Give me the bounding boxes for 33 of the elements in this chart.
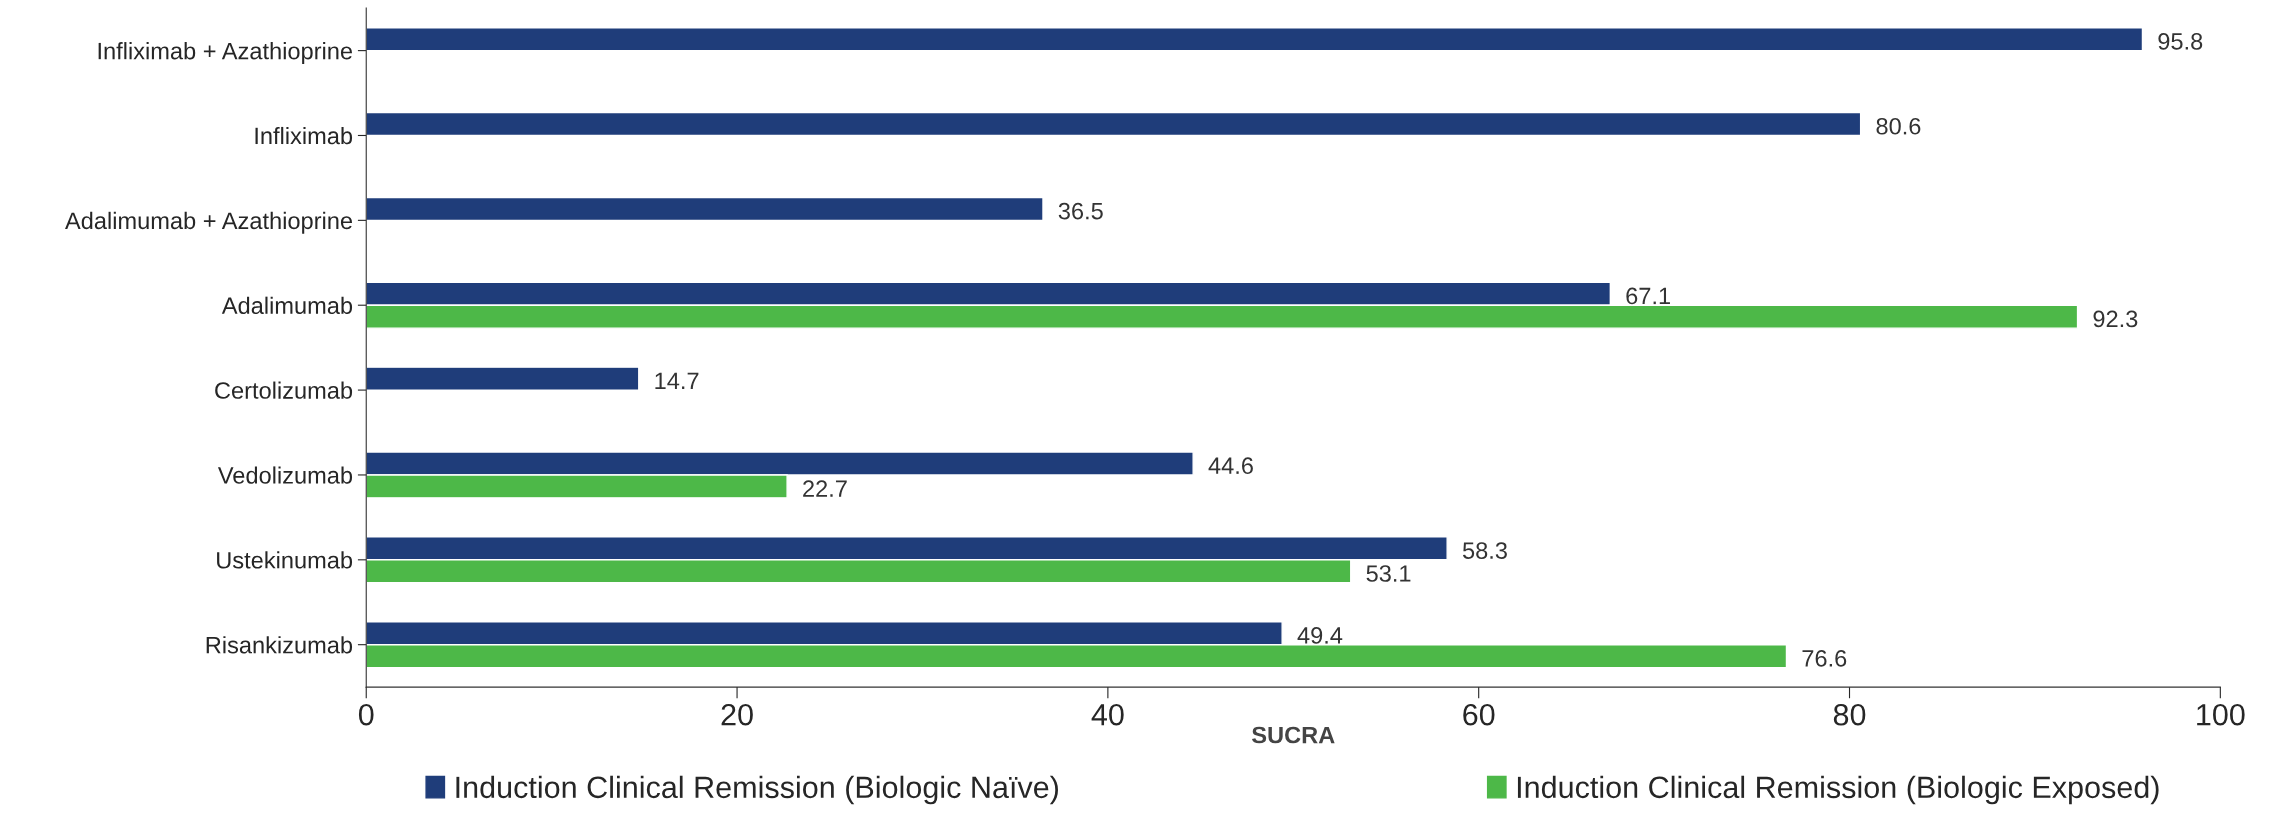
x-tick-label: 60 — [1463, 703, 1495, 726]
data-label: 58.3 — [1462, 542, 1507, 559]
bar — [366, 27, 2144, 52]
data-label: 49.4 — [1297, 627, 1343, 644]
y-tick-label: Vedolizumab — [217, 466, 353, 484]
y-tick-label: Infliximab + Azathioprine — [98, 42, 353, 65]
data-label: 80.6 — [1876, 117, 1921, 135]
data-label: 67.1 — [1626, 287, 1670, 305]
y-tick-label: Infliximab — [255, 126, 353, 145]
x-axis-title: SUCRA — [1251, 726, 1335, 744]
x-tick-label: 0 — [358, 703, 374, 726]
y-tick-label: Ustekinumab — [217, 551, 353, 569]
data-label: 53.1 — [1366, 565, 1411, 582]
x-tick-label: 40 — [1091, 703, 1124, 726]
data-label: 44.6 — [1208, 457, 1253, 475]
x-tick-label: 100 — [2197, 703, 2245, 726]
data-label: 95.8 — [2158, 33, 2203, 50]
y-tick-label: Certolizumab — [215, 381, 353, 399]
y-tick-label: Risankizumab — [206, 636, 353, 654]
data-label: 22.7 — [803, 480, 847, 497]
legend-label: Induction Clinical Remission (Biologic Exposed) — [1517, 775, 2159, 805]
y-tick-label: Adalimumab — [221, 296, 353, 314]
x-tick-label: 80 — [1833, 703, 1866, 726]
data-label: 14.7 — [655, 372, 699, 389]
data-label: 92.3 — [2093, 310, 2138, 328]
data-label: 76.6 — [1802, 650, 1847, 667]
x-tick-label: 20 — [721, 703, 753, 726]
bar — [366, 111, 1862, 137]
bar — [366, 366, 640, 391]
data-label: 36.5 — [1058, 202, 1103, 220]
y-tick-label: Adalimumab + Azathioprine — [65, 211, 353, 234]
bar — [366, 196, 1044, 222]
legend-label: Induction Clinical Remission (Biologic Naïve) — [456, 775, 1058, 805]
